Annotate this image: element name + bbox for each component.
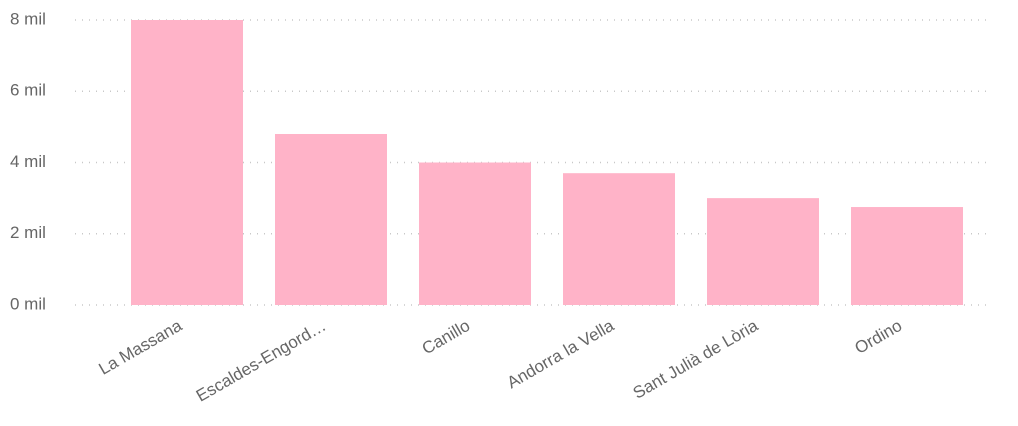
bar (851, 207, 963, 305)
x-tick-label: Andorra la Vella (504, 316, 618, 393)
x-tick-label: Ordino (852, 316, 906, 358)
bar (275, 134, 387, 305)
x-tick-label: Escaldes-Engord… (193, 316, 329, 406)
y-tick-label: 6 mil (10, 81, 46, 100)
y-tick-label: 4 mil (10, 152, 46, 171)
bar (131, 20, 243, 305)
bar (563, 173, 675, 305)
x-tick-label: Canillo (419, 316, 474, 358)
bar (707, 198, 819, 305)
bar (419, 162, 531, 305)
x-tick-label: La Massana (96, 316, 186, 379)
y-tick-label: 8 mil (10, 9, 46, 28)
y-tick-label: 0 mil (10, 294, 46, 313)
x-tick-label: Sant Julià de Lòria (630, 316, 762, 403)
y-tick-label: 2 mil (10, 223, 46, 242)
